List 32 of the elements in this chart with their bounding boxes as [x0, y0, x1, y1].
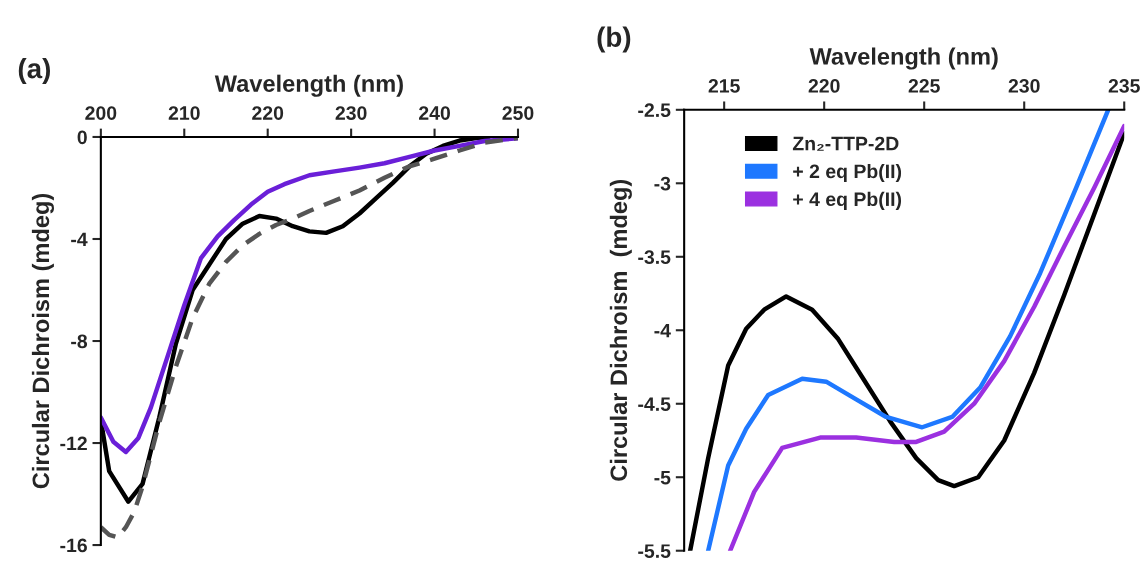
y-tick-label: -2.5	[638, 103, 671, 118]
x-tick-label: 200	[85, 106, 117, 120]
legend-label: + 4 eq Pb(II)	[793, 191, 902, 210]
x-tick-label: 215	[708, 79, 740, 93]
y-tick-label: -4	[654, 323, 671, 338]
y-tick-label: -16	[60, 538, 87, 553]
chart-title: (b)	[597, 26, 631, 53]
legend-label: + 2 eq Pb(II)	[793, 163, 902, 183]
x-tick-label: 230	[335, 106, 367, 120]
x-axis-title: Wavelength (nm)	[809, 47, 998, 70]
y-axis-title: Circular Dichroism (mdeg)	[31, 193, 54, 489]
x-tick-label: 210	[168, 106, 200, 120]
x-tick-label: 220	[808, 79, 840, 93]
y-tick-label: 0	[77, 130, 87, 145]
x-tick-label: 220	[252, 106, 284, 120]
x-tick-label: 240	[419, 106, 450, 120]
x-tick-label: 230	[1008, 79, 1040, 93]
legend-label: Zn₂-TTP-2D	[792, 136, 899, 151]
x-tick-label: 225	[908, 79, 940, 93]
x-axis-title: Wavelength (nm)	[214, 74, 403, 97]
chart-title: (a)	[18, 58, 50, 84]
y-tick-label: -4	[71, 232, 88, 247]
x-tick-label: 235	[1108, 79, 1140, 93]
y-tick-label: -3.5	[638, 250, 671, 265]
y-tick-label: -5.5	[638, 544, 671, 558]
x-tick-label: 250	[502, 106, 534, 120]
y-tick-label: -8	[71, 334, 88, 349]
y-tick-label: -3	[654, 176, 671, 191]
y-axis-title: Circular Dichroism (mdeg)	[609, 179, 632, 481]
y-tick-label: -12	[60, 436, 87, 451]
y-tick-label: -5	[654, 470, 671, 485]
y-tick-label: -4.5	[638, 397, 671, 411]
